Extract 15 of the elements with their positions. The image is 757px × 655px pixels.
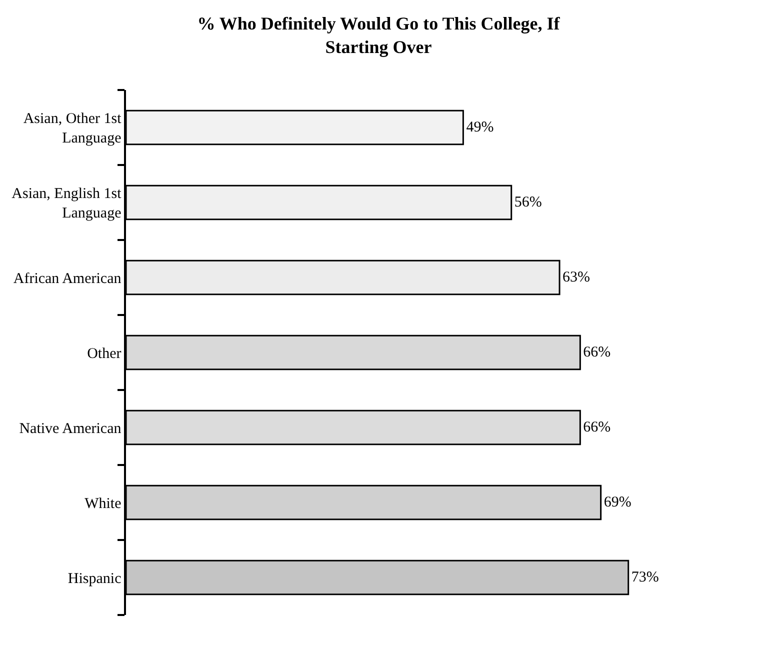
data-label: 69% (604, 494, 632, 511)
data-label: 56% (514, 194, 542, 211)
data-label: 63% (562, 270, 590, 286)
data-label: 66% (583, 344, 611, 361)
y-tick-label: African American (13, 270, 122, 287)
data-label: 49% (466, 120, 494, 136)
chart-title: % Who Definitely Would Go to This College, If Starting Over (197, 13, 561, 57)
data-label: 66% (583, 420, 611, 436)
y-tick-label: Hispanic (68, 570, 122, 587)
y-tick-label: Asian, English 1st Language (12, 186, 122, 222)
y-tick-label: White (84, 496, 122, 512)
y-tick-label: Asian, Other 1st Language (23, 111, 122, 146)
y-tick-label: Other (87, 346, 122, 362)
y-tick-label: Native American (19, 420, 122, 437)
data-label: 73% (631, 570, 659, 586)
